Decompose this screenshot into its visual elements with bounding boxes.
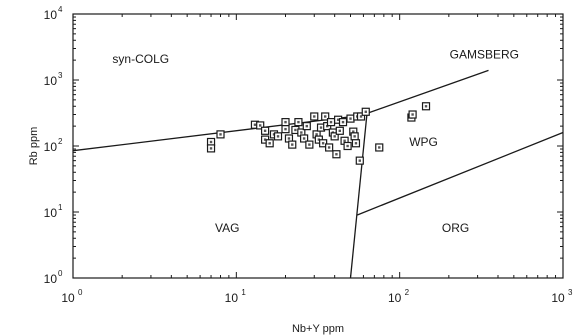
x-tick-label: 10	[388, 291, 402, 305]
sample-point	[350, 132, 359, 141]
sample-point	[321, 112, 330, 121]
y-tick-label: 10	[44, 140, 58, 154]
y-tick-exponent: 2	[58, 137, 63, 146]
field-label-wpg: WPG	[409, 135, 438, 149]
sample-point	[375, 143, 384, 152]
sample-point	[302, 122, 311, 131]
boundary-vag-wpg	[349, 114, 368, 279]
sample-point	[310, 112, 319, 121]
x-tick-exponent: 0	[78, 288, 83, 297]
field-label-syn-colg: syn-COLG	[112, 52, 169, 66]
sample-point	[206, 144, 216, 153]
field-label-org: ORG	[442, 221, 469, 235]
sample-point	[325, 143, 334, 152]
sample-point	[326, 118, 336, 127]
sample-point	[361, 107, 370, 116]
y-tick-exponent: 1	[58, 203, 63, 212]
sample-point	[260, 126, 270, 135]
y-tick-label: 10	[44, 272, 58, 286]
sample-points	[206, 102, 431, 165]
sample-point	[216, 130, 225, 139]
boundary-wpg-org	[357, 131, 564, 216]
sample-point	[288, 140, 297, 149]
sample-point	[421, 102, 431, 111]
sample-point	[351, 139, 361, 148]
sample-point	[273, 132, 283, 141]
x-tick-exponent: 2	[405, 288, 410, 297]
sample-point	[346, 114, 355, 123]
sample-point	[356, 112, 366, 121]
y-tick-exponent: 3	[58, 71, 63, 80]
y-tick-label: 10	[44, 206, 58, 220]
sample-point	[281, 125, 290, 134]
field-boundaries	[72, 69, 564, 279]
y-tick-label: 10	[44, 8, 58, 22]
tick-layer: 10 0 10 1 10 2 10 310 010 110 210 310 4	[44, 5, 573, 305]
sample-point	[335, 126, 344, 135]
sample-point	[319, 139, 328, 148]
x-tick-label: 10	[551, 291, 565, 305]
sample-point	[355, 156, 364, 165]
y-tick-label: 10	[44, 74, 58, 88]
sample-point	[265, 139, 274, 148]
sample-point	[332, 150, 341, 159]
boundary-syn-colg-wpg	[360, 69, 489, 117]
sample-point	[300, 134, 309, 143]
x-tick-label: 10	[225, 291, 239, 305]
sample-point	[256, 121, 265, 130]
sample-point	[338, 118, 348, 127]
sample-point	[343, 141, 352, 151]
sample-point	[281, 118, 290, 127]
sample-point	[408, 110, 417, 119]
sample-point	[330, 132, 339, 141]
x-tick-label: 10	[61, 291, 75, 305]
x-axis-title: Nb+Y ppm	[292, 323, 344, 335]
field-labels: syn-COLG GAMSBERG WPG VAG ORG	[112, 48, 519, 235]
x-tick-exponent: 1	[241, 288, 246, 297]
plot-frame	[72, 13, 564, 279]
field-label-gamsberg: GAMSBERG	[450, 48, 519, 62]
x-tick-exponent: 3	[568, 288, 573, 297]
y-tick-exponent: 0	[58, 269, 63, 278]
y-axis-title: Rb ppm	[28, 127, 40, 166]
sample-point	[305, 140, 314, 149]
sample-point	[294, 118, 303, 127]
y-tick-exponent: 4	[58, 5, 63, 14]
field-label-vag: VAG	[215, 221, 239, 235]
